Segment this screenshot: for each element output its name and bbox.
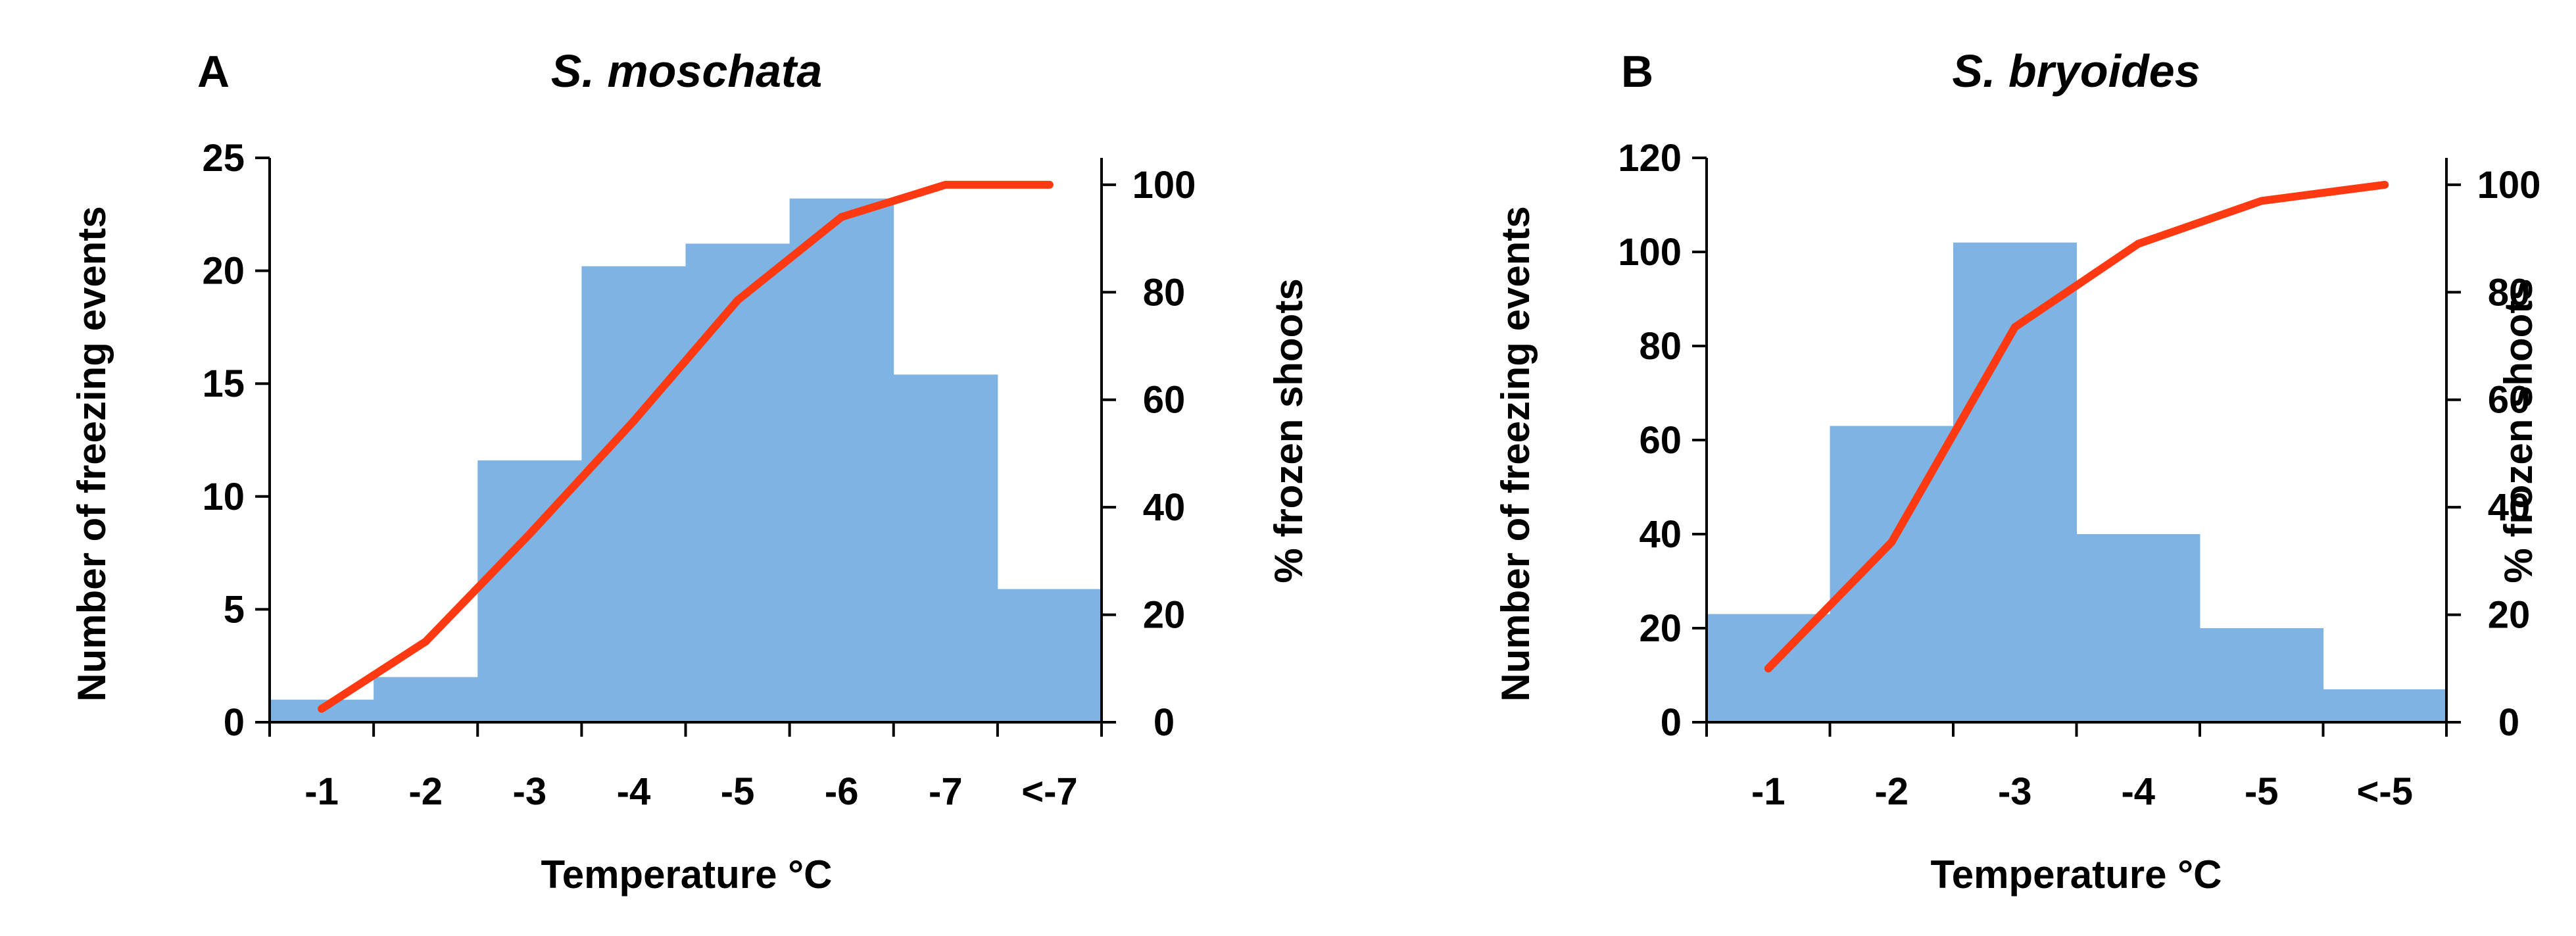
y-axis-label: Number of freezing events [1494, 206, 1538, 702]
y-tick-label: 15 [202, 362, 245, 405]
y-right-tick-label: 100 [1132, 164, 1196, 207]
y-right-tick-label: 40 [1143, 486, 1186, 529]
bar [374, 677, 478, 722]
y-tick-label: 100 [1618, 231, 1682, 274]
y-tick-label: 80 [1639, 325, 1682, 368]
x-tick-label: -3 [513, 770, 547, 813]
y-tick-label: 10 [202, 476, 245, 518]
y-tick-label: 25 [202, 137, 245, 180]
x-tick-label: -4 [617, 770, 651, 813]
y-tick-label: 60 [1639, 419, 1682, 462]
x-tick-label: -2 [1874, 770, 1908, 813]
cumulative-line [1764, 180, 2389, 673]
bar [2200, 628, 2323, 722]
y-right-tick-label: 40 [2488, 486, 2531, 529]
bar [893, 374, 998, 722]
y-tick-label: 20 [202, 250, 245, 293]
x-tick-label: -3 [1998, 770, 2032, 813]
bar [789, 198, 894, 722]
y-right-tick-label: 20 [2488, 594, 2531, 637]
bar [1953, 242, 2077, 722]
y-right-tick-label: 20 [1143, 594, 1186, 637]
x-axis-label: Temperature °C [541, 852, 833, 897]
y-right-tick-label: 60 [1143, 379, 1186, 422]
y-tick-label: 0 [224, 701, 245, 744]
y-axis-label: Number of freezing events [70, 206, 114, 702]
y-tick-label: 120 [1618, 137, 1682, 180]
x-tick-label: -1 [304, 770, 339, 813]
y-right-tick-label: 0 [2498, 701, 2519, 744]
x-tick-label: -6 [825, 770, 859, 813]
panel-title: S. bryoides [1952, 45, 2200, 97]
panel-title: S. moschata [551, 45, 822, 97]
y-right-tick-label: 60 [2488, 379, 2531, 422]
bar [581, 266, 686, 723]
panel-letter: B [1621, 47, 1653, 97]
y-tick-label: 0 [1661, 701, 1682, 744]
panel-b: B S. bryoides 0 20 40 60 80 100 120 0 20 40 60 80 10… [1494, 45, 2540, 897]
bar [2076, 534, 2200, 722]
y-right-tick-label: 80 [2488, 271, 2531, 314]
bar [997, 589, 1102, 722]
cumulative-line [318, 180, 1054, 713]
y-tick-label: 20 [1639, 607, 1682, 650]
x-axis-label: Temperature °C [1931, 852, 2222, 897]
x-tick-label: <-7 [1021, 770, 1077, 813]
plot-area: 0 20 40 60 80 100 120 0 20 40 60 80 100 -1 -2 -3 -4 -5 <-5 [1618, 137, 2540, 813]
y-tick-label: 40 [1639, 513, 1682, 556]
x-tick-label: -7 [929, 770, 963, 813]
plot-area: 0 5 10 15 20 25 0 20 40 60 80 100 -1 -2 -3 -4 -5 -6 -7 <-7 [202, 137, 1196, 813]
bar [2323, 689, 2447, 722]
x-tick-label: -2 [408, 770, 443, 813]
panel-a: A S. moschata 0 5 10 15 20 25 0 20 40 60 80 100 -1 -2… [70, 45, 1311, 897]
bar [477, 460, 582, 722]
x-tick-label: -4 [2121, 770, 2155, 813]
x-tick-label: -5 [2245, 770, 2279, 813]
x-tick-label: <-5 [2357, 770, 2413, 813]
y-axis-right-label: % frozen shoots [1267, 278, 1311, 583]
y-tick-label: 5 [224, 588, 245, 631]
panel-letter: A [197, 47, 230, 97]
y-right-tick-label: 0 [1154, 701, 1175, 744]
x-tick-label: -5 [721, 770, 755, 813]
y-right-tick-label: 100 [2477, 164, 2541, 207]
y-right-tick-label: 80 [1143, 271, 1186, 314]
bar [685, 243, 790, 722]
y-axis-right-label: % frozen shoots [2496, 278, 2540, 583]
x-tick-label: -1 [1751, 770, 1786, 813]
